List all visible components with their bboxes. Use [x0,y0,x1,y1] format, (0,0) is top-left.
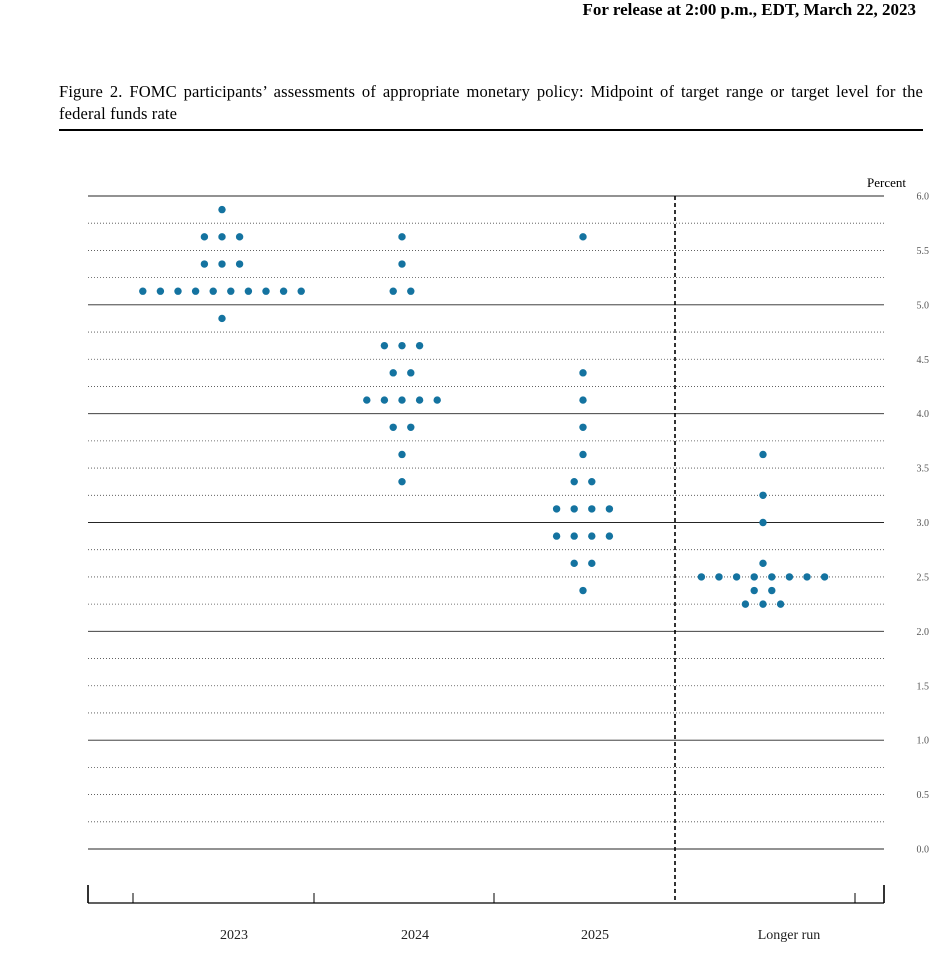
x-axis [87,885,885,904]
participant-dot [389,423,397,431]
participant-dot [570,532,578,540]
participant-dot [235,260,244,268]
participant-dot [605,505,614,513]
participant-dot [200,260,209,268]
y-tick-label: 1.0 [917,736,930,747]
participant-dot [579,586,587,595]
y-tick-label: 1.5 [917,681,930,692]
participant-dot [235,233,244,241]
participant-dot [605,532,614,540]
participant-dot [262,287,270,295]
participant-dot [579,396,587,404]
y-tick-label: 2.5 [917,572,930,583]
participant-dot [759,491,767,499]
participant-dot [209,287,217,295]
participant-dot [759,450,767,459]
participant-dot [579,450,587,459]
participant-dot [741,600,750,608]
participant-dot [732,573,741,581]
x-axis-category-labels: 2023 2024 2025 Longer run [220,928,820,943]
y-tick-label: 4.5 [917,355,930,366]
participant-dot [407,369,415,377]
participant-dot [191,287,200,295]
participant-dot [750,586,758,595]
participant-dot [570,559,578,568]
participant-dot [588,477,596,486]
participant-dot [785,573,794,581]
participant-dot [389,369,397,377]
participant-dot [776,600,785,608]
participant-dot [552,532,561,540]
participant-dot [227,287,235,295]
y-axis-unit-label: Percent [867,175,906,190]
y-tick-label: 4.0 [917,409,930,420]
participant-dots [139,205,829,608]
participant-dot [398,233,406,241]
participant-dot [820,573,829,581]
figure-title: Figure 2. FOMC participants’ assessments… [59,82,923,123]
participant-dot [200,233,209,241]
participant-dot [244,287,253,295]
y-tick-label: 0.5 [917,790,930,801]
participant-dot [415,396,424,404]
participant-dot [759,559,767,568]
participant-dot [407,423,415,431]
participant-dot [174,287,182,295]
participant-dot [579,423,587,431]
participant-dot [588,559,596,568]
participant-dot [218,233,226,241]
x-category-label: 2024 [401,928,429,943]
participant-dot [803,573,811,581]
participant-dot [218,205,226,214]
participant-dot [398,450,406,459]
y-tick-label: 3.0 [917,518,930,529]
participant-dot [768,573,776,581]
participant-dot [363,396,371,404]
y-axis-tick-labels: 0.0 0.5 1.0 1.5 2.0 2.5 3.0 3.5 4.0 4.5 5.0 5.5 6.0 [917,192,930,856]
participant-dot [552,505,561,513]
participant-dot [759,600,767,608]
release-note: For release at 2:00 p.m., EDT, March 22,… [582,0,916,19]
participant-dot [398,477,406,486]
participant-dot [715,573,723,581]
participant-dot [380,341,389,350]
participant-dot [407,287,415,295]
y-tick-label: 2.0 [917,627,930,638]
participant-dot [768,586,776,595]
x-category-label: 2023 [220,928,248,943]
participant-dot [218,314,226,323]
participant-dot [579,233,587,241]
participant-dot [588,505,596,513]
y-tick-label: 5.0 [917,300,930,311]
participant-dot [389,287,397,295]
y-tick-label: 6.0 [917,192,930,203]
x-category-label: 2025 [581,928,609,943]
participant-dot [398,341,406,350]
title-rule [59,129,923,131]
participant-dot [398,260,406,268]
participant-dot [380,396,389,404]
participant-dot [279,287,288,295]
y-tick-label: 3.5 [917,464,930,475]
participant-dot [570,505,578,513]
participant-dot [218,260,226,268]
participant-dot [139,287,147,295]
x-category-label: Longer run [758,928,821,943]
participant-dot [398,396,406,404]
participant-dot [579,369,587,377]
participant-dot [297,287,305,295]
participant-dot [433,396,441,404]
participant-dot [588,532,596,540]
participant-dot [750,573,758,581]
participant-dot [156,287,165,295]
participant-dot [415,341,424,350]
participant-dot [759,518,767,527]
y-tick-label: 5.5 [917,246,930,257]
participant-dot [570,477,578,486]
y-tick-label: 0.0 [917,845,930,856]
participant-dot [697,573,706,581]
